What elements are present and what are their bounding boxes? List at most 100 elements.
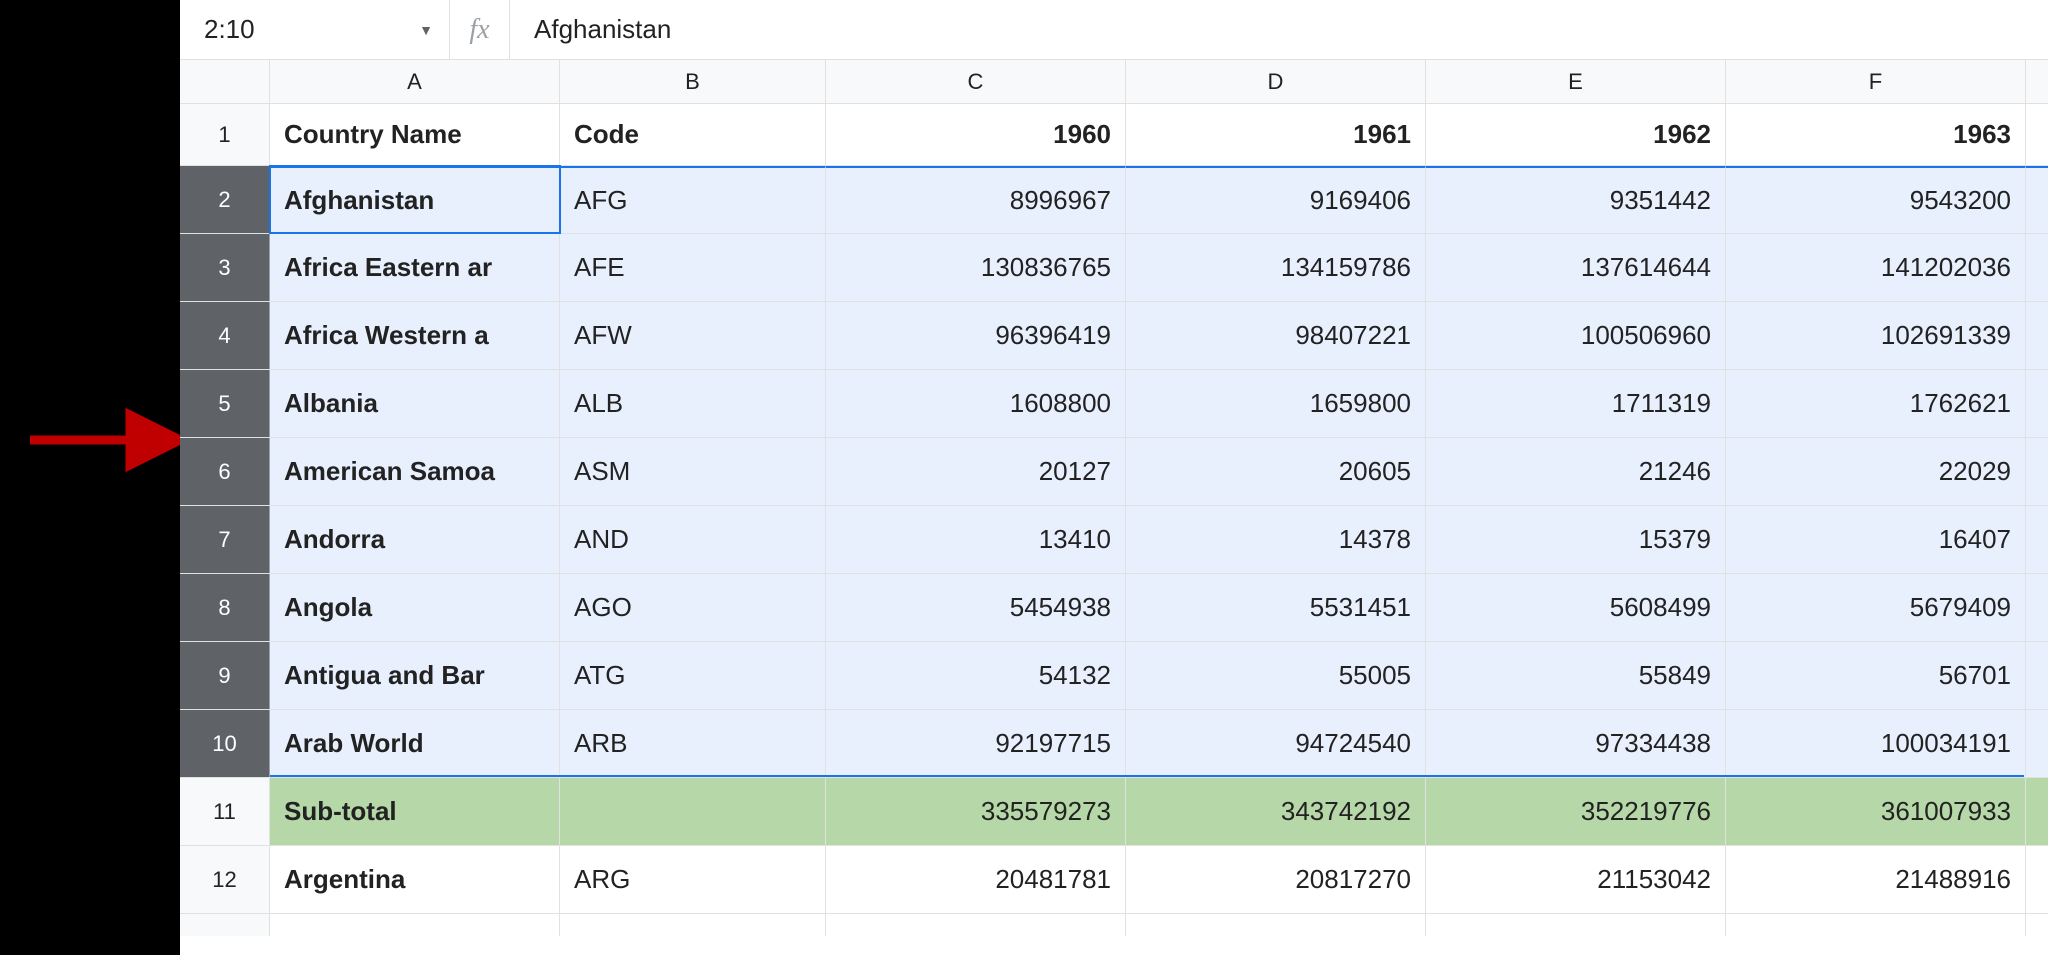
cell-C3[interactable]: 130836765 bbox=[826, 234, 1126, 301]
cell-A4[interactable]: Africa Western a bbox=[270, 302, 560, 369]
name-box-dropdown-icon[interactable]: ▼ bbox=[419, 22, 433, 38]
cell-F7[interactable]: 16407 bbox=[1726, 506, 2026, 573]
row-header-2[interactable]: 2 bbox=[180, 166, 270, 233]
row-header-9[interactable]: 9 bbox=[180, 642, 270, 709]
cell-G1[interactable] bbox=[2026, 104, 2048, 165]
cell-E9[interactable]: 55849 bbox=[1426, 642, 1726, 709]
cell-A1[interactable]: Country Name bbox=[270, 104, 560, 165]
cell-G2[interactable] bbox=[2026, 166, 2048, 233]
cell-B2[interactable]: AFG bbox=[560, 166, 826, 233]
cell-D12[interactable]: 20817270 bbox=[1126, 846, 1426, 913]
row-header-13[interactable] bbox=[180, 914, 270, 936]
cell-D13[interactable] bbox=[1126, 914, 1426, 936]
col-header-F[interactable]: F bbox=[1726, 60, 2026, 103]
cell-C9[interactable]: 54132 bbox=[826, 642, 1126, 709]
cell-F12[interactable]: 21488916 bbox=[1726, 846, 2026, 913]
cell-E13[interactable] bbox=[1426, 914, 1726, 936]
cell-C1[interactable]: 1960 bbox=[826, 104, 1126, 165]
cell-D8[interactable]: 5531451 bbox=[1126, 574, 1426, 641]
cell-D4[interactable]: 98407221 bbox=[1126, 302, 1426, 369]
formula-input[interactable]: Afghanistan bbox=[510, 14, 2048, 45]
cell-C2[interactable]: 8996967 bbox=[826, 166, 1126, 233]
row-header-8[interactable]: 8 bbox=[180, 574, 270, 641]
cell-A8[interactable]: Angola bbox=[270, 574, 560, 641]
cell-E2[interactable]: 9351442 bbox=[1426, 166, 1726, 233]
cell-C6[interactable]: 20127 bbox=[826, 438, 1126, 505]
cell-A13[interactable] bbox=[270, 914, 560, 936]
cell-B6[interactable]: ASM bbox=[560, 438, 826, 505]
cell-B8[interactable]: AGO bbox=[560, 574, 826, 641]
cell-F6[interactable]: 22029 bbox=[1726, 438, 2026, 505]
cell-C13[interactable] bbox=[826, 914, 1126, 936]
cell-E8[interactable]: 5608499 bbox=[1426, 574, 1726, 641]
col-header-C[interactable]: C bbox=[826, 60, 1126, 103]
cell-C10[interactable]: 92197715 bbox=[826, 710, 1126, 777]
cell-D1[interactable]: 1961 bbox=[1126, 104, 1426, 165]
cell-D2[interactable]: 9169406 bbox=[1126, 166, 1426, 233]
cell-E3[interactable]: 137614644 bbox=[1426, 234, 1726, 301]
cell-F3[interactable]: 141202036 bbox=[1726, 234, 2026, 301]
cell-F5[interactable]: 1762621 bbox=[1726, 370, 2026, 437]
row-header-6[interactable]: 6 bbox=[180, 438, 270, 505]
row-header-11[interactable]: 11 bbox=[180, 778, 270, 845]
cell-C11[interactable]: 335579273 bbox=[826, 778, 1126, 845]
cell-B5[interactable]: ALB bbox=[560, 370, 826, 437]
cell-E5[interactable]: 1711319 bbox=[1426, 370, 1726, 437]
cell-E12[interactable]: 21153042 bbox=[1426, 846, 1726, 913]
cell-A12[interactable]: Argentina bbox=[270, 846, 560, 913]
cell-F1[interactable]: 1963 bbox=[1726, 104, 2026, 165]
name-box[interactable]: 2:10 ▼ bbox=[180, 0, 450, 59]
cell-G9[interactable] bbox=[2026, 642, 2048, 709]
cell-G11[interactable] bbox=[2026, 778, 2048, 845]
cell-D11[interactable]: 343742192 bbox=[1126, 778, 1426, 845]
cell-E10[interactable]: 97334438 bbox=[1426, 710, 1726, 777]
cell-B11[interactable] bbox=[560, 778, 826, 845]
cell-G8[interactable] bbox=[2026, 574, 2048, 641]
cell-D9[interactable]: 55005 bbox=[1126, 642, 1426, 709]
cell-F10[interactable]: 100034191 bbox=[1726, 710, 2026, 777]
cell-D3[interactable]: 134159786 bbox=[1126, 234, 1426, 301]
cell-G10[interactable] bbox=[2026, 710, 2048, 777]
row-header-4[interactable]: 4 bbox=[180, 302, 270, 369]
cell-B10[interactable]: ARB bbox=[560, 710, 826, 777]
cell-G7[interactable] bbox=[2026, 506, 2048, 573]
cell-E4[interactable]: 100506960 bbox=[1426, 302, 1726, 369]
cell-B7[interactable]: AND bbox=[560, 506, 826, 573]
col-header-A[interactable]: A bbox=[270, 60, 560, 103]
col-header-B[interactable]: B bbox=[560, 60, 826, 103]
cell-D10[interactable]: 94724540 bbox=[1126, 710, 1426, 777]
cell-C5[interactable]: 1608800 bbox=[826, 370, 1126, 437]
cell-E11[interactable]: 352219776 bbox=[1426, 778, 1726, 845]
row-header-1[interactable]: 1 bbox=[180, 104, 270, 165]
cell-F9[interactable]: 56701 bbox=[1726, 642, 2026, 709]
cell-D6[interactable]: 20605 bbox=[1126, 438, 1426, 505]
cell-F4[interactable]: 102691339 bbox=[1726, 302, 2026, 369]
cell-C8[interactable]: 5454938 bbox=[826, 574, 1126, 641]
cell-A11[interactable]: Sub-total bbox=[270, 778, 560, 845]
cell-C4[interactable]: 96396419 bbox=[826, 302, 1126, 369]
cell-A3[interactable]: Africa Eastern ar bbox=[270, 234, 560, 301]
cell-A6[interactable]: American Samoa bbox=[270, 438, 560, 505]
cell-G13[interactable] bbox=[2026, 914, 2048, 936]
cell-E6[interactable]: 21246 bbox=[1426, 438, 1726, 505]
cell-D5[interactable]: 1659800 bbox=[1126, 370, 1426, 437]
cell-E7[interactable]: 15379 bbox=[1426, 506, 1726, 573]
select-all-corner[interactable] bbox=[180, 60, 270, 103]
row-header-7[interactable]: 7 bbox=[180, 506, 270, 573]
cell-B1[interactable]: Code bbox=[560, 104, 826, 165]
cell-B13[interactable] bbox=[560, 914, 826, 936]
col-header-E[interactable]: E bbox=[1426, 60, 1726, 103]
cell-G5[interactable] bbox=[2026, 370, 2048, 437]
row-header-3[interactable]: 3 bbox=[180, 234, 270, 301]
cell-B9[interactable]: ATG bbox=[560, 642, 826, 709]
row-header-5[interactable]: 5 bbox=[180, 370, 270, 437]
cell-F11[interactable]: 361007933 bbox=[1726, 778, 2026, 845]
cell-B12[interactable]: ARG bbox=[560, 846, 826, 913]
cell-A10[interactable]: Arab World bbox=[270, 710, 560, 777]
cell-G3[interactable] bbox=[2026, 234, 2048, 301]
cell-G12[interactable] bbox=[2026, 846, 2048, 913]
cell-G6[interactable] bbox=[2026, 438, 2048, 505]
cell-A9[interactable]: Antigua and Bar bbox=[270, 642, 560, 709]
cell-F13[interactable] bbox=[1726, 914, 2026, 936]
cell-F8[interactable]: 5679409 bbox=[1726, 574, 2026, 641]
